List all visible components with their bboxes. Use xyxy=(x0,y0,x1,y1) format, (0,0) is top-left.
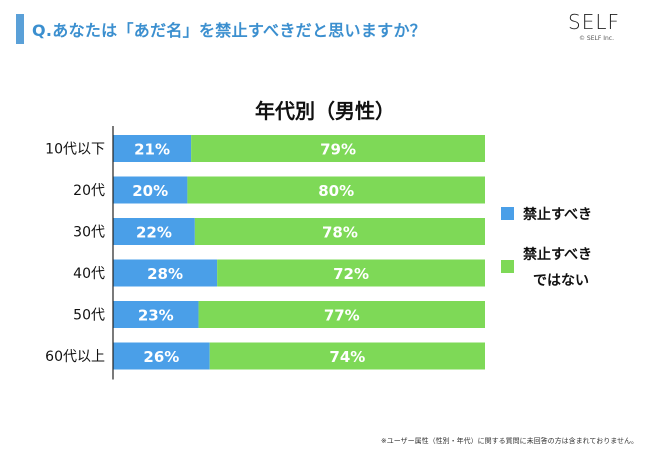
data-label: 80% xyxy=(318,182,354,200)
category-label: 10代以下 xyxy=(45,142,105,158)
data-label: 72% xyxy=(333,265,369,283)
data-label: 21% xyxy=(134,141,170,159)
question-title: Q.あなたは「あだ名」を禁止すべきだと思いますか？ xyxy=(32,21,427,40)
data-label: 26% xyxy=(143,348,179,366)
data-label: 28% xyxy=(147,265,183,283)
bar-not-forbid xyxy=(191,135,485,162)
legend-label: 禁止すべき xyxy=(523,246,592,263)
bar-forbid xyxy=(113,301,199,328)
legend-label: ではない xyxy=(533,273,589,289)
footnote: ※ユーザー属性（性別・年代）に関する質問に未回答の方は含まれておりません。 xyxy=(380,437,638,445)
data-label: 77% xyxy=(324,307,360,325)
bar-forbid xyxy=(113,135,192,162)
bar-not-forbid xyxy=(209,342,485,370)
bar-forbid xyxy=(113,259,218,287)
chart-title: 年代別（男性） xyxy=(255,99,395,123)
bar-forbid xyxy=(113,218,195,245)
category-label: 50代 xyxy=(73,308,105,324)
data-label: 23% xyxy=(138,307,174,325)
title-accent-bar xyxy=(16,14,24,44)
bar-not-forbid xyxy=(198,301,485,328)
self-logo: SELF xyxy=(568,10,620,34)
data-label: 78% xyxy=(322,224,358,242)
bar-forbid xyxy=(113,176,188,204)
category-label: 40代 xyxy=(73,266,105,282)
data-label: 22% xyxy=(136,224,172,242)
legend-swatch-forbid xyxy=(501,207,514,220)
copyright-text: © SELF Inc. xyxy=(579,35,614,42)
category-label: 60代以上 xyxy=(45,349,105,365)
bar-not-forbid xyxy=(217,259,485,287)
category-label: 30代 xyxy=(73,225,105,241)
bar-not-forbid xyxy=(194,218,485,245)
legend-swatch-not-forbid xyxy=(501,260,514,273)
bar-not-forbid xyxy=(187,176,485,204)
data-label: 74% xyxy=(329,348,365,366)
data-label: 20% xyxy=(132,182,168,200)
category-label: 20代 xyxy=(73,183,105,199)
legend-label: 禁止すべき xyxy=(523,206,592,223)
bar-forbid xyxy=(113,342,210,370)
data-label: 79% xyxy=(320,141,356,159)
